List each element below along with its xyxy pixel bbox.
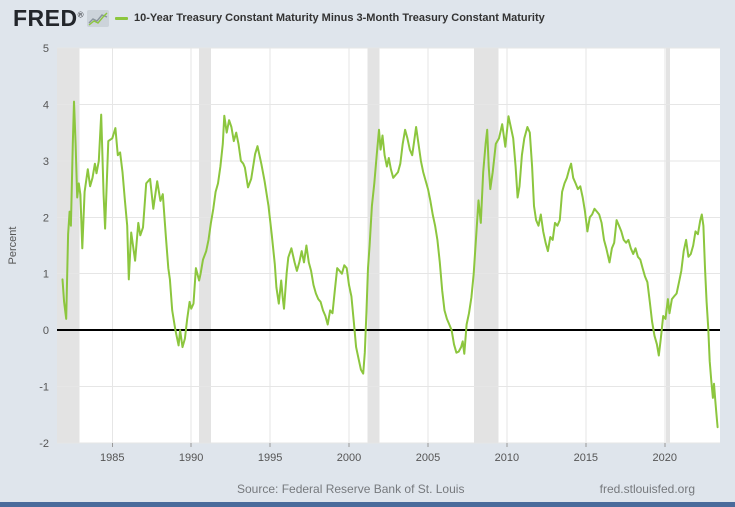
x-tick-label: 1985 (100, 452, 124, 464)
registered-trademark: ® (77, 10, 85, 20)
x-tick-label: 2005 (416, 452, 440, 464)
x-tick-label: 1990 (179, 452, 203, 464)
bottom-accent-bar (0, 502, 735, 507)
legend-series-label: 10-Year Treasury Constant Maturity Minus… (134, 12, 545, 24)
x-tick-label: 1995 (258, 452, 282, 464)
recession-band (666, 48, 670, 443)
fred-logo: FRED® (13, 5, 84, 32)
fred-site-link[interactable]: fred.stlouisfed.org (599, 482, 695, 496)
y-tick-label: 0 (43, 325, 49, 337)
source-attribution: Source: Federal Reserve Bank of St. Loui… (237, 482, 465, 496)
recession-band (474, 48, 499, 443)
plot-area (57, 48, 720, 443)
x-tick-label: 2010 (495, 452, 519, 464)
y-tick-label: 2 (43, 212, 49, 224)
y-tick-label: -2 (39, 438, 49, 450)
x-tick-label: 2020 (653, 452, 677, 464)
y-tick-label: 1 (43, 269, 49, 281)
fred-sparkline-icon (87, 10, 109, 27)
recession-band (199, 48, 211, 443)
y-axis-title: Percent (7, 227, 19, 265)
y-tick-label: 5 (43, 43, 49, 55)
legend-line-swatch (115, 17, 128, 20)
chart-header: FRED® 10-Year Treasury Constant Maturity… (0, 0, 735, 36)
y-tick-label: -1 (39, 382, 49, 394)
y-tick-label: 4 (43, 99, 49, 111)
recession-band (367, 48, 380, 443)
series-line (61, 100, 719, 429)
x-tick-label: 2000 (337, 452, 361, 464)
y-tick-label: 3 (43, 156, 49, 168)
x-tick-label: 2015 (574, 452, 598, 464)
fred-logo-text: FRED (13, 5, 78, 31)
